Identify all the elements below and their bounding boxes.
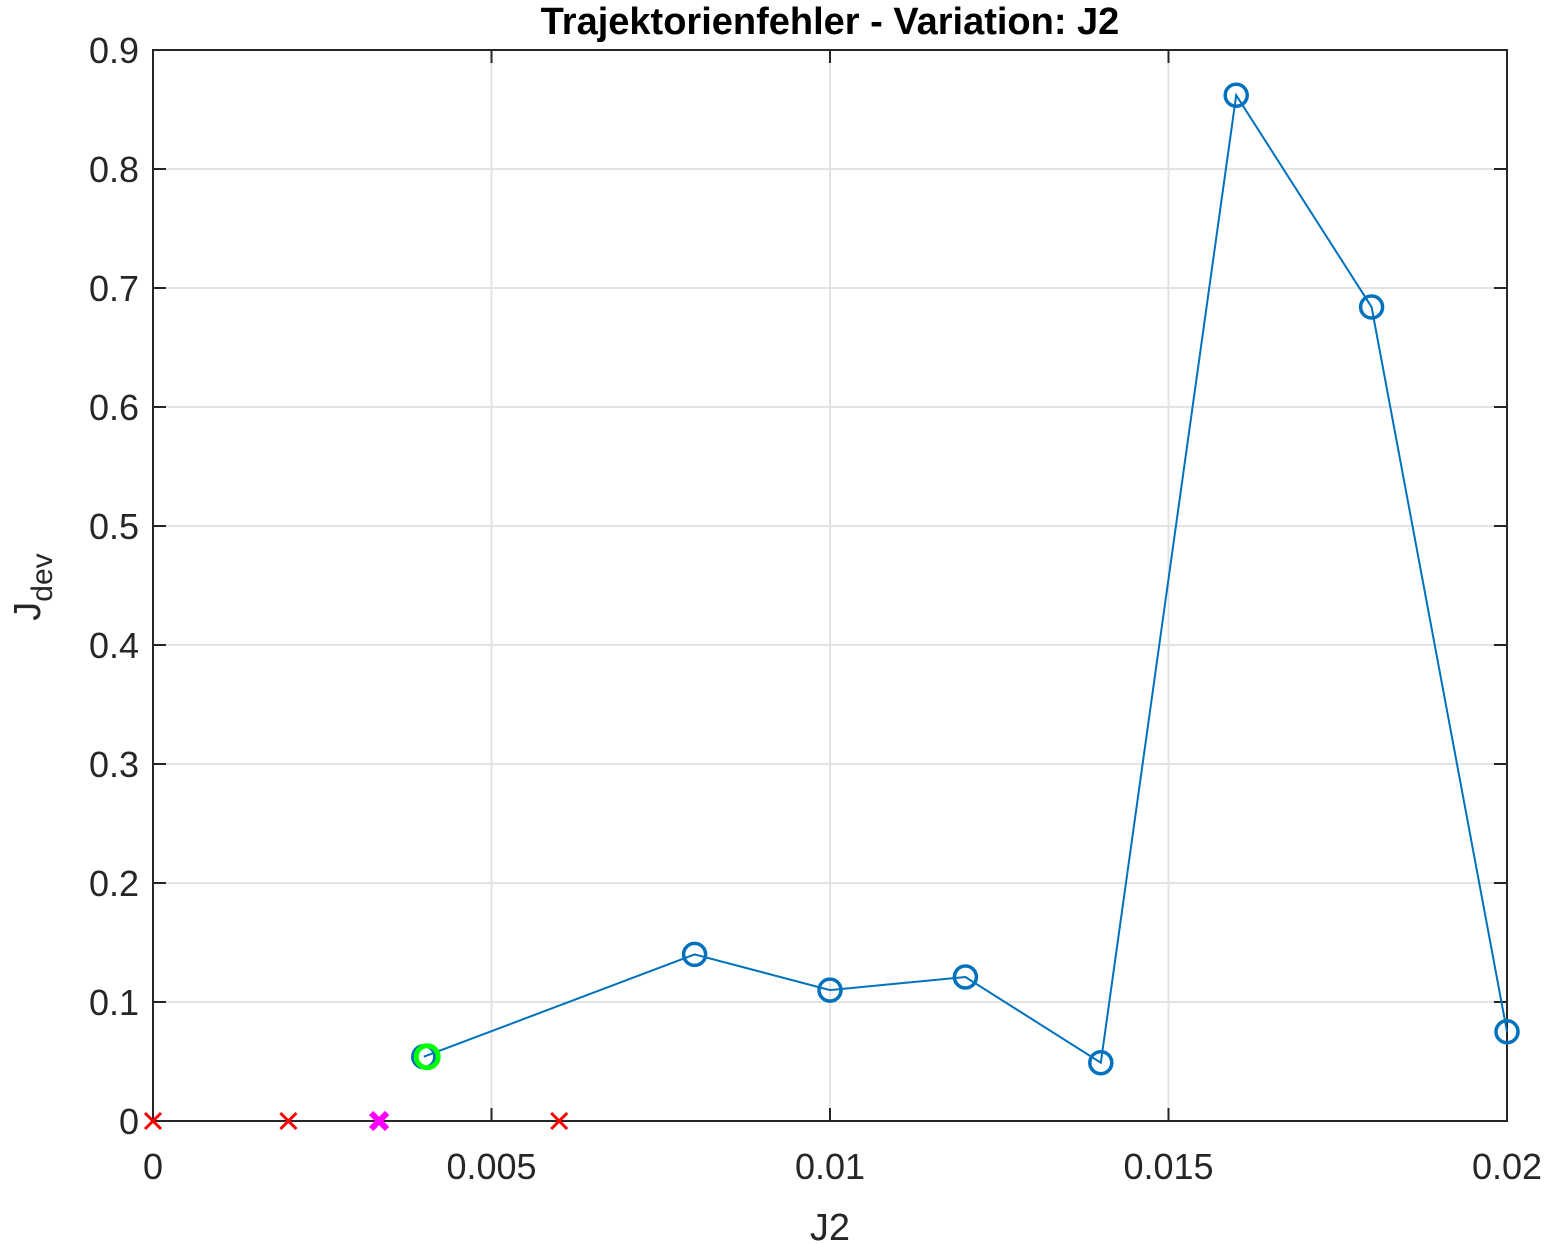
x-tick-label: 0.01 xyxy=(795,1146,865,1187)
y-tick-label: 0.8 xyxy=(89,149,139,190)
x-axis-ticks: 0 0.005 0.01 0.015 0.02 xyxy=(143,50,1542,1187)
data-point xyxy=(952,964,979,990)
y-tick-label: 0.6 xyxy=(89,387,139,428)
failed-point xyxy=(143,1111,163,1131)
failed-point xyxy=(550,1111,569,1131)
y-tick-label: 0.9 xyxy=(89,30,139,71)
y-tick-label: 0.5 xyxy=(89,506,139,547)
y-tick-label: 0.4 xyxy=(89,625,139,666)
series-line xyxy=(423,92,1508,1065)
data-point xyxy=(1358,294,1385,320)
failed-point-stroke xyxy=(279,1111,298,1131)
y-tick-label: 0.2 xyxy=(89,863,139,904)
y-tick-label: 0.1 xyxy=(89,982,139,1023)
x-tick-label: 0.02 xyxy=(1472,1146,1542,1187)
failed-point xyxy=(279,1111,298,1131)
data-series xyxy=(411,82,1520,1076)
y-axis-label-main: J xyxy=(7,602,49,621)
failed-point-stroke xyxy=(143,1111,163,1131)
y-axis-ticks: 0 0.1 0.2 0.3 0.4 0.5 0.6 0.7 0.8 0.9 xyxy=(89,30,1507,1142)
x-tick-label: 0.015 xyxy=(1123,1146,1213,1187)
y-axis-label: Jdev xyxy=(7,553,59,620)
data-point xyxy=(681,941,708,968)
extra-markers xyxy=(143,1043,569,1132)
special-point-stroke xyxy=(368,1110,390,1132)
x-tick-label: 0.005 xyxy=(446,1146,536,1187)
y-tick-label: 0.7 xyxy=(89,268,139,309)
highlight-point xyxy=(413,1043,441,1071)
special-point xyxy=(368,1110,390,1132)
y-axis-label-sub: dev xyxy=(26,553,59,601)
data-point xyxy=(1088,1049,1114,1076)
failed-point-stroke xyxy=(550,1111,569,1131)
y-tick-label: 0 xyxy=(119,1101,139,1142)
y-tick-label: 0.3 xyxy=(89,744,139,785)
grid-lines xyxy=(152,49,1508,1122)
x-axis-label: J2 xyxy=(810,1207,850,1244)
data-point xyxy=(1223,82,1249,108)
x-tick-label: 0 xyxy=(143,1146,163,1187)
data-point xyxy=(1494,1019,1520,1045)
data-point xyxy=(817,977,843,1003)
chart-title: Trajektorienfehler - Variation: J2 xyxy=(541,1,1120,43)
